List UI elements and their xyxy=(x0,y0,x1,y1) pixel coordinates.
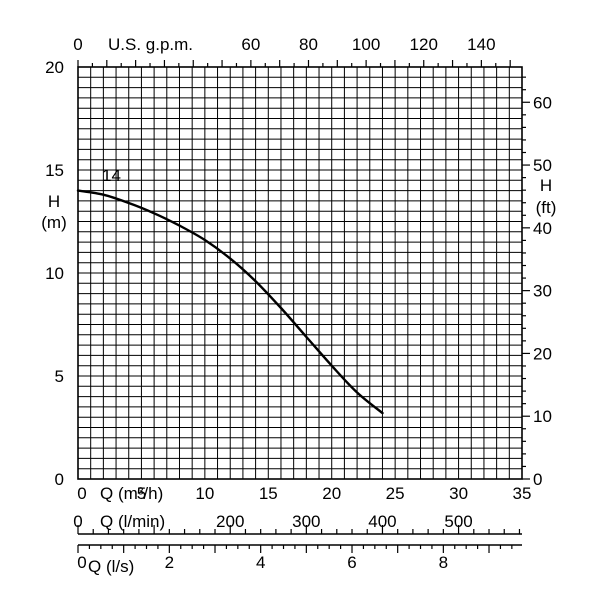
ls-tick-label: 0 xyxy=(77,553,86,572)
right-tick-label: 40 xyxy=(533,219,552,238)
top-tick-label: 140 xyxy=(467,35,495,54)
x-tick-label: 25 xyxy=(386,484,405,503)
x-tick-label: 5 xyxy=(137,484,146,503)
lmin-tick-label: 500 xyxy=(444,512,472,531)
top-axis-label: U.S. g.p.m. xyxy=(108,35,193,54)
lmin-tick-label: 0 xyxy=(73,512,82,531)
plot-area-frame xyxy=(77,66,523,480)
y-tick-label: 10 xyxy=(45,264,64,283)
x-axis-label: Q (m³/h) xyxy=(100,484,163,503)
top-tick-label: 120 xyxy=(410,35,438,54)
top-tick-label: 100 xyxy=(352,35,380,54)
top-tick-label: 0 xyxy=(73,35,82,54)
right-tick-label: 30 xyxy=(533,282,552,301)
lmin-tick-label: 300 xyxy=(292,512,320,531)
top-tick-label: 80 xyxy=(299,35,318,54)
y-tick-label: 0 xyxy=(55,470,64,489)
y-tick-label: 5 xyxy=(55,367,64,386)
ls-axis-label: Q (l/s) xyxy=(88,557,134,576)
right-axis-label-unit: (ft) xyxy=(536,198,557,217)
x-tick-label: 10 xyxy=(195,484,214,503)
x-tick-label: 30 xyxy=(449,484,468,503)
chart-grid xyxy=(77,66,523,480)
y-axis-label-unit: (m) xyxy=(41,213,66,232)
lmin-axis-label: Q (l/min) xyxy=(100,512,165,531)
ls-tick-label: 2 xyxy=(165,553,174,572)
right-tick-label: 20 xyxy=(533,344,552,363)
right-tick-label: 10 xyxy=(533,407,552,426)
ls-tick-label: 4 xyxy=(256,553,265,572)
lmin-tick-label: 400 xyxy=(368,512,396,531)
x-tick-label: 20 xyxy=(322,484,341,503)
y-axis-label-symbol: H xyxy=(48,192,60,211)
right-tick-label: 50 xyxy=(533,156,552,175)
y-tick-label: 15 xyxy=(45,161,64,180)
series-label-14: 14 xyxy=(102,166,121,185)
pump-curve-14 xyxy=(76,189,384,415)
right-tick-label: 60 xyxy=(533,93,552,112)
y-tick-label: 20 xyxy=(45,58,64,77)
ls-tick-label: 8 xyxy=(439,553,448,572)
top-tick-label: 60 xyxy=(241,35,260,54)
curve-layer xyxy=(76,189,384,415)
right-tick-label: 0 xyxy=(533,470,542,489)
lmin-tick-label: 200 xyxy=(216,512,244,531)
x-tick-label: 0 xyxy=(77,484,86,503)
right-axis-label-symbol: H xyxy=(540,176,552,195)
ls-tick-label: 6 xyxy=(347,553,356,572)
x-tick-label: 35 xyxy=(513,484,532,503)
x-tick-label: 15 xyxy=(259,484,278,503)
